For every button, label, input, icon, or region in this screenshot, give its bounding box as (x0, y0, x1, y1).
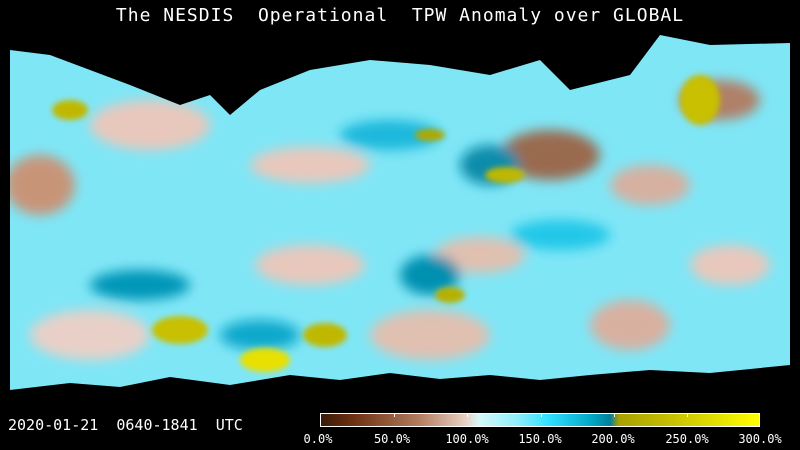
tpw-anomaly-map (10, 35, 790, 405)
colorbar-label: 50.0% (373, 432, 411, 446)
colorbar-label: 300.0% (738, 432, 782, 446)
time-range-label: 2020-01-21 0640-1841 UTC (8, 416, 243, 434)
colorbar-label: 200.0% (591, 432, 635, 446)
colorbar-label: 100.0% (445, 432, 489, 446)
colorbar-label: 0.0% (303, 432, 333, 446)
colorbar-label: 250.0% (665, 432, 709, 446)
colorbar-tick (467, 414, 468, 417)
high-anomaly-areas (52, 75, 720, 372)
colorbar-tick (614, 414, 615, 417)
colorbar-tick (394, 414, 395, 417)
no-data-regions (10, 35, 790, 405)
map-title: The NESDIS Operational TPW Anomaly over … (115, 5, 685, 26)
colorbar (320, 413, 760, 427)
colorbar-tick (687, 414, 688, 417)
colorbar-label: 150.0% (518, 432, 562, 446)
colorbar-tick (541, 414, 542, 417)
